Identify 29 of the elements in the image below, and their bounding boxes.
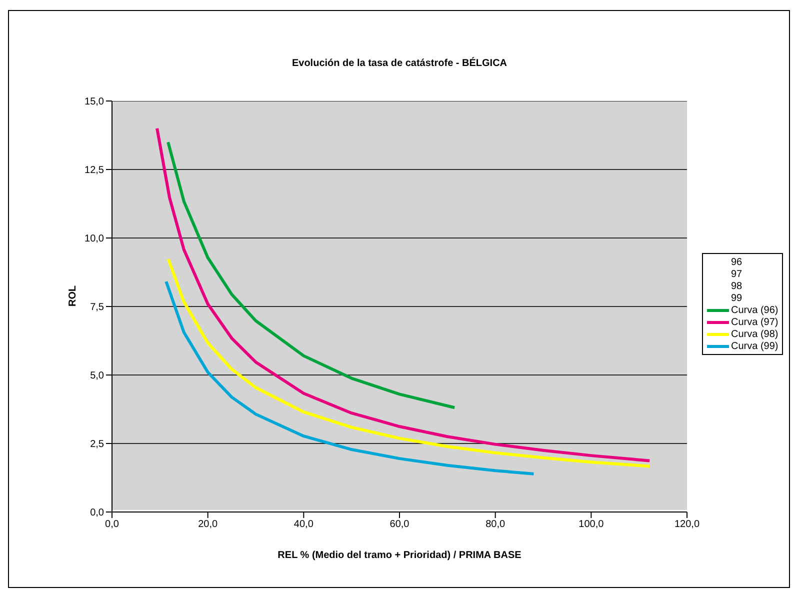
legend-label: Curva (99) [731,340,778,352]
line-series [166,258,652,468]
legend-label: Curva (97) [731,316,778,328]
chart-title: Evolución de la tasa de catástrofe - BÉLGICA [290,58,508,69]
line-series [166,140,456,410]
x-tick-label: 120,0 [674,519,700,530]
x-tick-label: 80,0 [486,519,506,530]
y-axis-title: ROL [68,285,79,306]
x-tick-label: 0,0 [105,519,120,530]
text: 96 [731,256,742,268]
x-tick-label: 100,0 [578,519,604,530]
y-tick-label: 15,0 [84,96,104,108]
text: 97 [731,268,742,280]
y-tick-label: 0,0 [90,508,104,519]
y-tick-label: 10,0 [84,234,104,245]
x-tick-label: 60,0 [390,519,410,530]
y-tick-label: 2,5 [90,439,104,450]
y-tick-label: 5,0 [90,370,104,382]
text: 99 [731,292,742,304]
text: 98 [731,280,742,292]
x-tick-label: 40,0 [294,519,314,530]
legend-label: Curva (98) [731,328,778,340]
y-tick-label: 12,5 [84,165,104,176]
x-axis-title: REL % (Medio del tramo + Prioridad) / PRIMA BASE [278,550,522,561]
legend-label: Curva (96) [731,304,778,316]
line-series [156,126,652,462]
y-tick-label: 7,5 [90,302,104,314]
x-tick-label: 20,0 [198,519,218,530]
line-series [164,280,536,476]
